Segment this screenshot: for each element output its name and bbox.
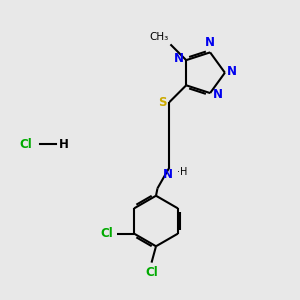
Text: Cl: Cl [100, 227, 113, 240]
Text: H: H [180, 167, 187, 177]
Text: Cl: Cl [20, 138, 33, 151]
Text: N: N [174, 52, 184, 65]
Text: N: N [227, 65, 237, 78]
Text: N: N [205, 36, 215, 50]
Text: ·: · [176, 167, 179, 177]
Text: N: N [163, 167, 173, 181]
Text: S: S [158, 96, 167, 109]
Text: CH₃: CH₃ [150, 32, 169, 42]
Text: H: H [59, 138, 69, 151]
Text: Cl: Cl [145, 266, 158, 279]
Text: N: N [212, 88, 223, 101]
